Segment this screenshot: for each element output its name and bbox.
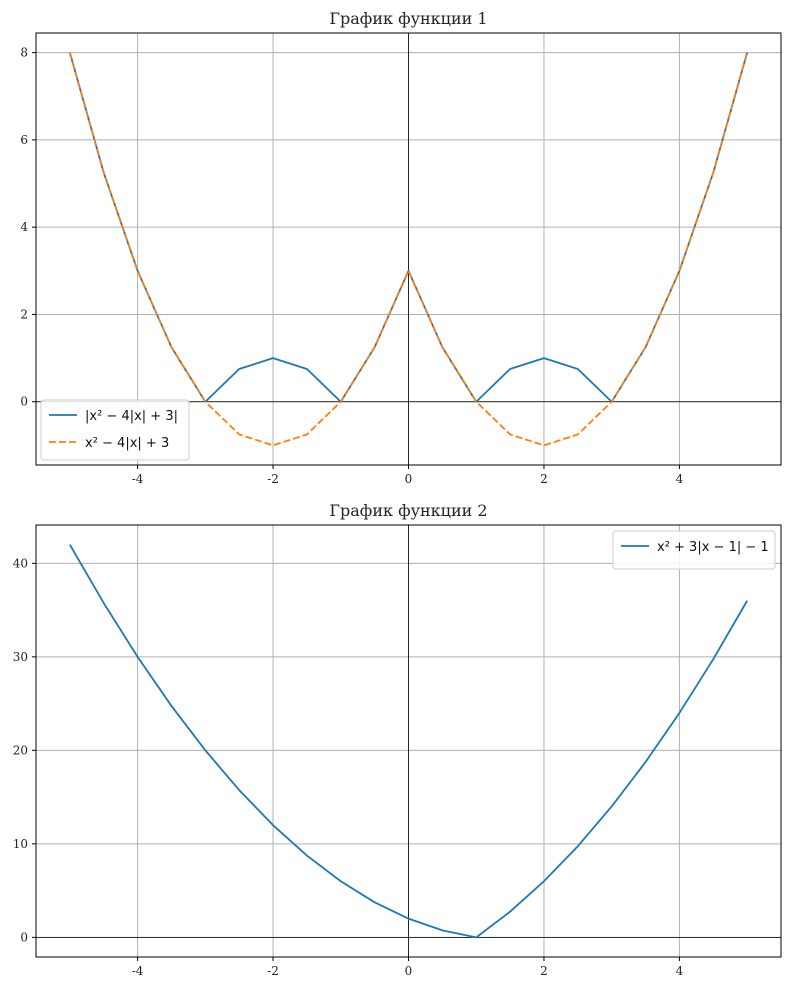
x-tick-label: -2 [267,472,279,486]
chart-title: График функции 1 [329,9,487,28]
y-tick-label: 4 [20,220,28,234]
y-tick-label: 10 [13,837,28,851]
x-tick-label: -4 [132,964,144,978]
y-tick-label: 6 [20,133,28,147]
x-tick-label: 4 [676,472,684,486]
y-tick-label: 40 [13,556,28,570]
y-tick-label: 2 [20,307,28,321]
legend-label-1: |x² − 4|x| + 3| [85,409,178,424]
x-tick-label: -2 [267,964,279,978]
chart-panel-1: График функции 1 -4 -2 0 2 4 0 2 4 6 8 |x² − 4|x| +… [20,9,782,486]
x-tick-label: 2 [540,472,548,486]
legend: |x² − 4|x| + 3| x² − 4|x| + 3 [40,399,190,461]
y-tick-label: 8 [20,46,28,60]
y-tick-label: 0 [20,395,28,409]
series-line-2 [68,52,749,447]
x-tick-label: 0 [405,472,413,486]
legend-label-2: x² − 4|x| + 3 [85,436,169,451]
x-tick-label: 2 [540,964,548,978]
y-tick-label: 30 [13,650,28,664]
legend-box [612,530,776,570]
legend-box [40,399,190,461]
x-tick-label: 4 [676,964,684,978]
legend: x² + 3|x − 1| − 1 [612,530,776,570]
x-tick-label: -4 [132,472,144,486]
legend-label-1: x² + 3|x − 1| − 1 [657,540,769,555]
series-line-1 [69,544,748,939]
chart-title: График функции 2 [329,501,487,520]
x-tick-label: 0 [405,964,413,978]
y-tick-label: 0 [20,930,28,944]
y-tick-label: 20 [13,743,28,757]
